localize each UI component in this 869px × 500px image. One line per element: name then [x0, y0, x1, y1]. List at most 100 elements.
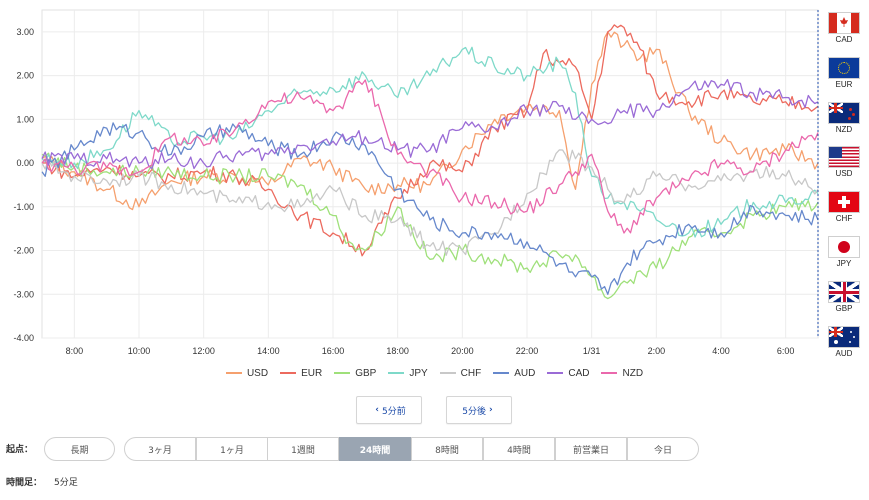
swiss-flag-icon [828, 191, 860, 213]
range-button[interactable]: 今日 [627, 437, 699, 461]
chevron-left-icon: ‹ [375, 405, 379, 415]
x-tick-label: 6:00 [777, 346, 795, 356]
range-button[interactable]: 24時間 [339, 437, 411, 461]
range-button[interactable]: 前営業日 [555, 437, 627, 461]
flag-label: NZD [835, 125, 853, 134]
usa-flag-icon [828, 146, 860, 168]
range-button[interactable]: 4時間 [483, 437, 555, 461]
x-tick-label: 16:00 [322, 346, 345, 356]
legend-swatch [547, 372, 564, 375]
y-tick-label: 1.00 [16, 114, 34, 124]
x-tick-label: 2:00 [648, 346, 666, 356]
legend-item-gbp[interactable]: GBP [334, 368, 376, 379]
flag-aud[interactable]: AUD [828, 326, 860, 358]
x-tick-label: 1/31 [583, 346, 601, 356]
prev-label: 5分前 [381, 406, 406, 417]
chart-legend: USD EUR GBP JPY CHF AUD CAD NZD [0, 368, 869, 379]
legend-item-nzd[interactable]: NZD [601, 368, 643, 379]
prev-5min-button[interactable]: ‹ 5分前 [356, 396, 422, 424]
series-line-usd [41, 31, 819, 211]
canada-flag-icon [828, 12, 860, 34]
legend-label: JPY [409, 368, 428, 379]
timeframe-label: 時間足： [6, 478, 43, 488]
series-lines [41, 24, 819, 300]
legend-item-chf[interactable]: CHF [439, 368, 482, 379]
x-tick-label: 4:00 [712, 346, 730, 356]
flag-eur[interactable]: EUR [828, 57, 860, 89]
x-tick-label: 18:00 [386, 346, 409, 356]
series-line-eur [41, 24, 819, 257]
y-tick-label: 3.00 [16, 27, 34, 37]
legend-item-cad[interactable]: CAD [547, 368, 589, 379]
japan-flag-icon [828, 236, 860, 258]
x-tick-label: 20:00 [451, 346, 474, 356]
next-5min-button[interactable]: 5分後 › [446, 396, 512, 424]
y-tick-label: -4.00 [13, 333, 34, 343]
range-button[interactable]: 8時間 [411, 437, 483, 461]
legend-label: EUR [301, 368, 323, 379]
series-line-chf [41, 149, 819, 256]
legend-label: AUD [514, 368, 536, 379]
legend-item-jpy[interactable]: JPY [388, 368, 428, 379]
series-line-jpy [41, 46, 819, 238]
range-button[interactable]: 3ヶ月 [124, 437, 196, 461]
x-tick-label: 10:00 [128, 346, 151, 356]
x-tick-label: 14:00 [257, 346, 280, 356]
flag-chf[interactable]: CHF [828, 191, 860, 223]
legend-swatch [225, 372, 242, 375]
y-tick-label: -2.00 [13, 246, 34, 256]
y-tick-label: -1.00 [13, 202, 34, 212]
range-button[interactable]: 1週間 [267, 437, 339, 461]
y-axis: 3.00 2.00 1.00 0.00 -1.00 -2.00 -3.00 -4.00 [13, 27, 34, 343]
legend-label: GBP [355, 368, 377, 379]
uk-flag-icon [828, 281, 860, 303]
legend-label: NZD [622, 368, 644, 379]
legend-swatch [334, 372, 351, 375]
legend-swatch [493, 372, 510, 375]
eu-flag-icon [828, 57, 860, 79]
plot-area [41, 9, 819, 339]
legend-swatch [388, 372, 405, 375]
flag-usd[interactable]: USD [828, 146, 860, 178]
flag-label: GBP [835, 304, 853, 313]
new-zealand-flag-icon [828, 102, 860, 124]
y-tick-label: 2.00 [16, 71, 34, 81]
legend-swatch [439, 372, 456, 375]
x-tick-label: 22:00 [516, 346, 539, 356]
y-tick-label: 0.00 [16, 158, 34, 168]
y-tick-label: -3.00 [13, 289, 34, 299]
x-axis: 8:00 10:00 12:00 14:00 16:00 18:00 20:00 22:00 1… [66, 346, 795, 356]
legend-item-eur[interactable]: EUR [280, 368, 322, 379]
range-long-button[interactable]: 長期 [44, 437, 115, 461]
legend-swatch [280, 372, 297, 375]
legend-item-usd[interactable]: USD [225, 368, 269, 379]
flag-gbp[interactable]: GBP [828, 281, 860, 313]
legend-label: CHF [460, 368, 482, 379]
next-label: 5分後 [462, 406, 486, 417]
series-line-aud [41, 122, 819, 295]
flag-jpy[interactable]: JPY [828, 236, 860, 268]
flag-label: CHF [835, 214, 853, 223]
australia-flag-icon [828, 326, 860, 348]
grid [42, 10, 818, 339]
legend-label: CAD [568, 368, 590, 379]
series-line-cad [41, 78, 819, 170]
flag-nzd[interactable]: NZD [828, 102, 860, 134]
flag-cad[interactable]: CAD [828, 12, 860, 44]
chevron-right-icon: › [489, 405, 493, 415]
flag-label: AUD [835, 349, 853, 358]
flag-label: CAD [835, 35, 853, 44]
legend-item-aud[interactable]: AUD [493, 368, 535, 379]
legend-swatch [601, 372, 618, 375]
legend-label: USD [246, 368, 269, 379]
range-button[interactable]: 1ヶ月 [196, 437, 268, 461]
origin-label: 起点： [6, 445, 34, 455]
x-tick-label: 12:00 [192, 346, 215, 356]
flag-label: USD [835, 169, 853, 178]
x-tick-label: 8:00 [66, 346, 84, 356]
timeframe-value: 5分足 [54, 478, 78, 488]
series-line-gbp [41, 152, 819, 300]
flag-label: JPY [836, 259, 852, 268]
series-line-nzd [41, 79, 819, 234]
